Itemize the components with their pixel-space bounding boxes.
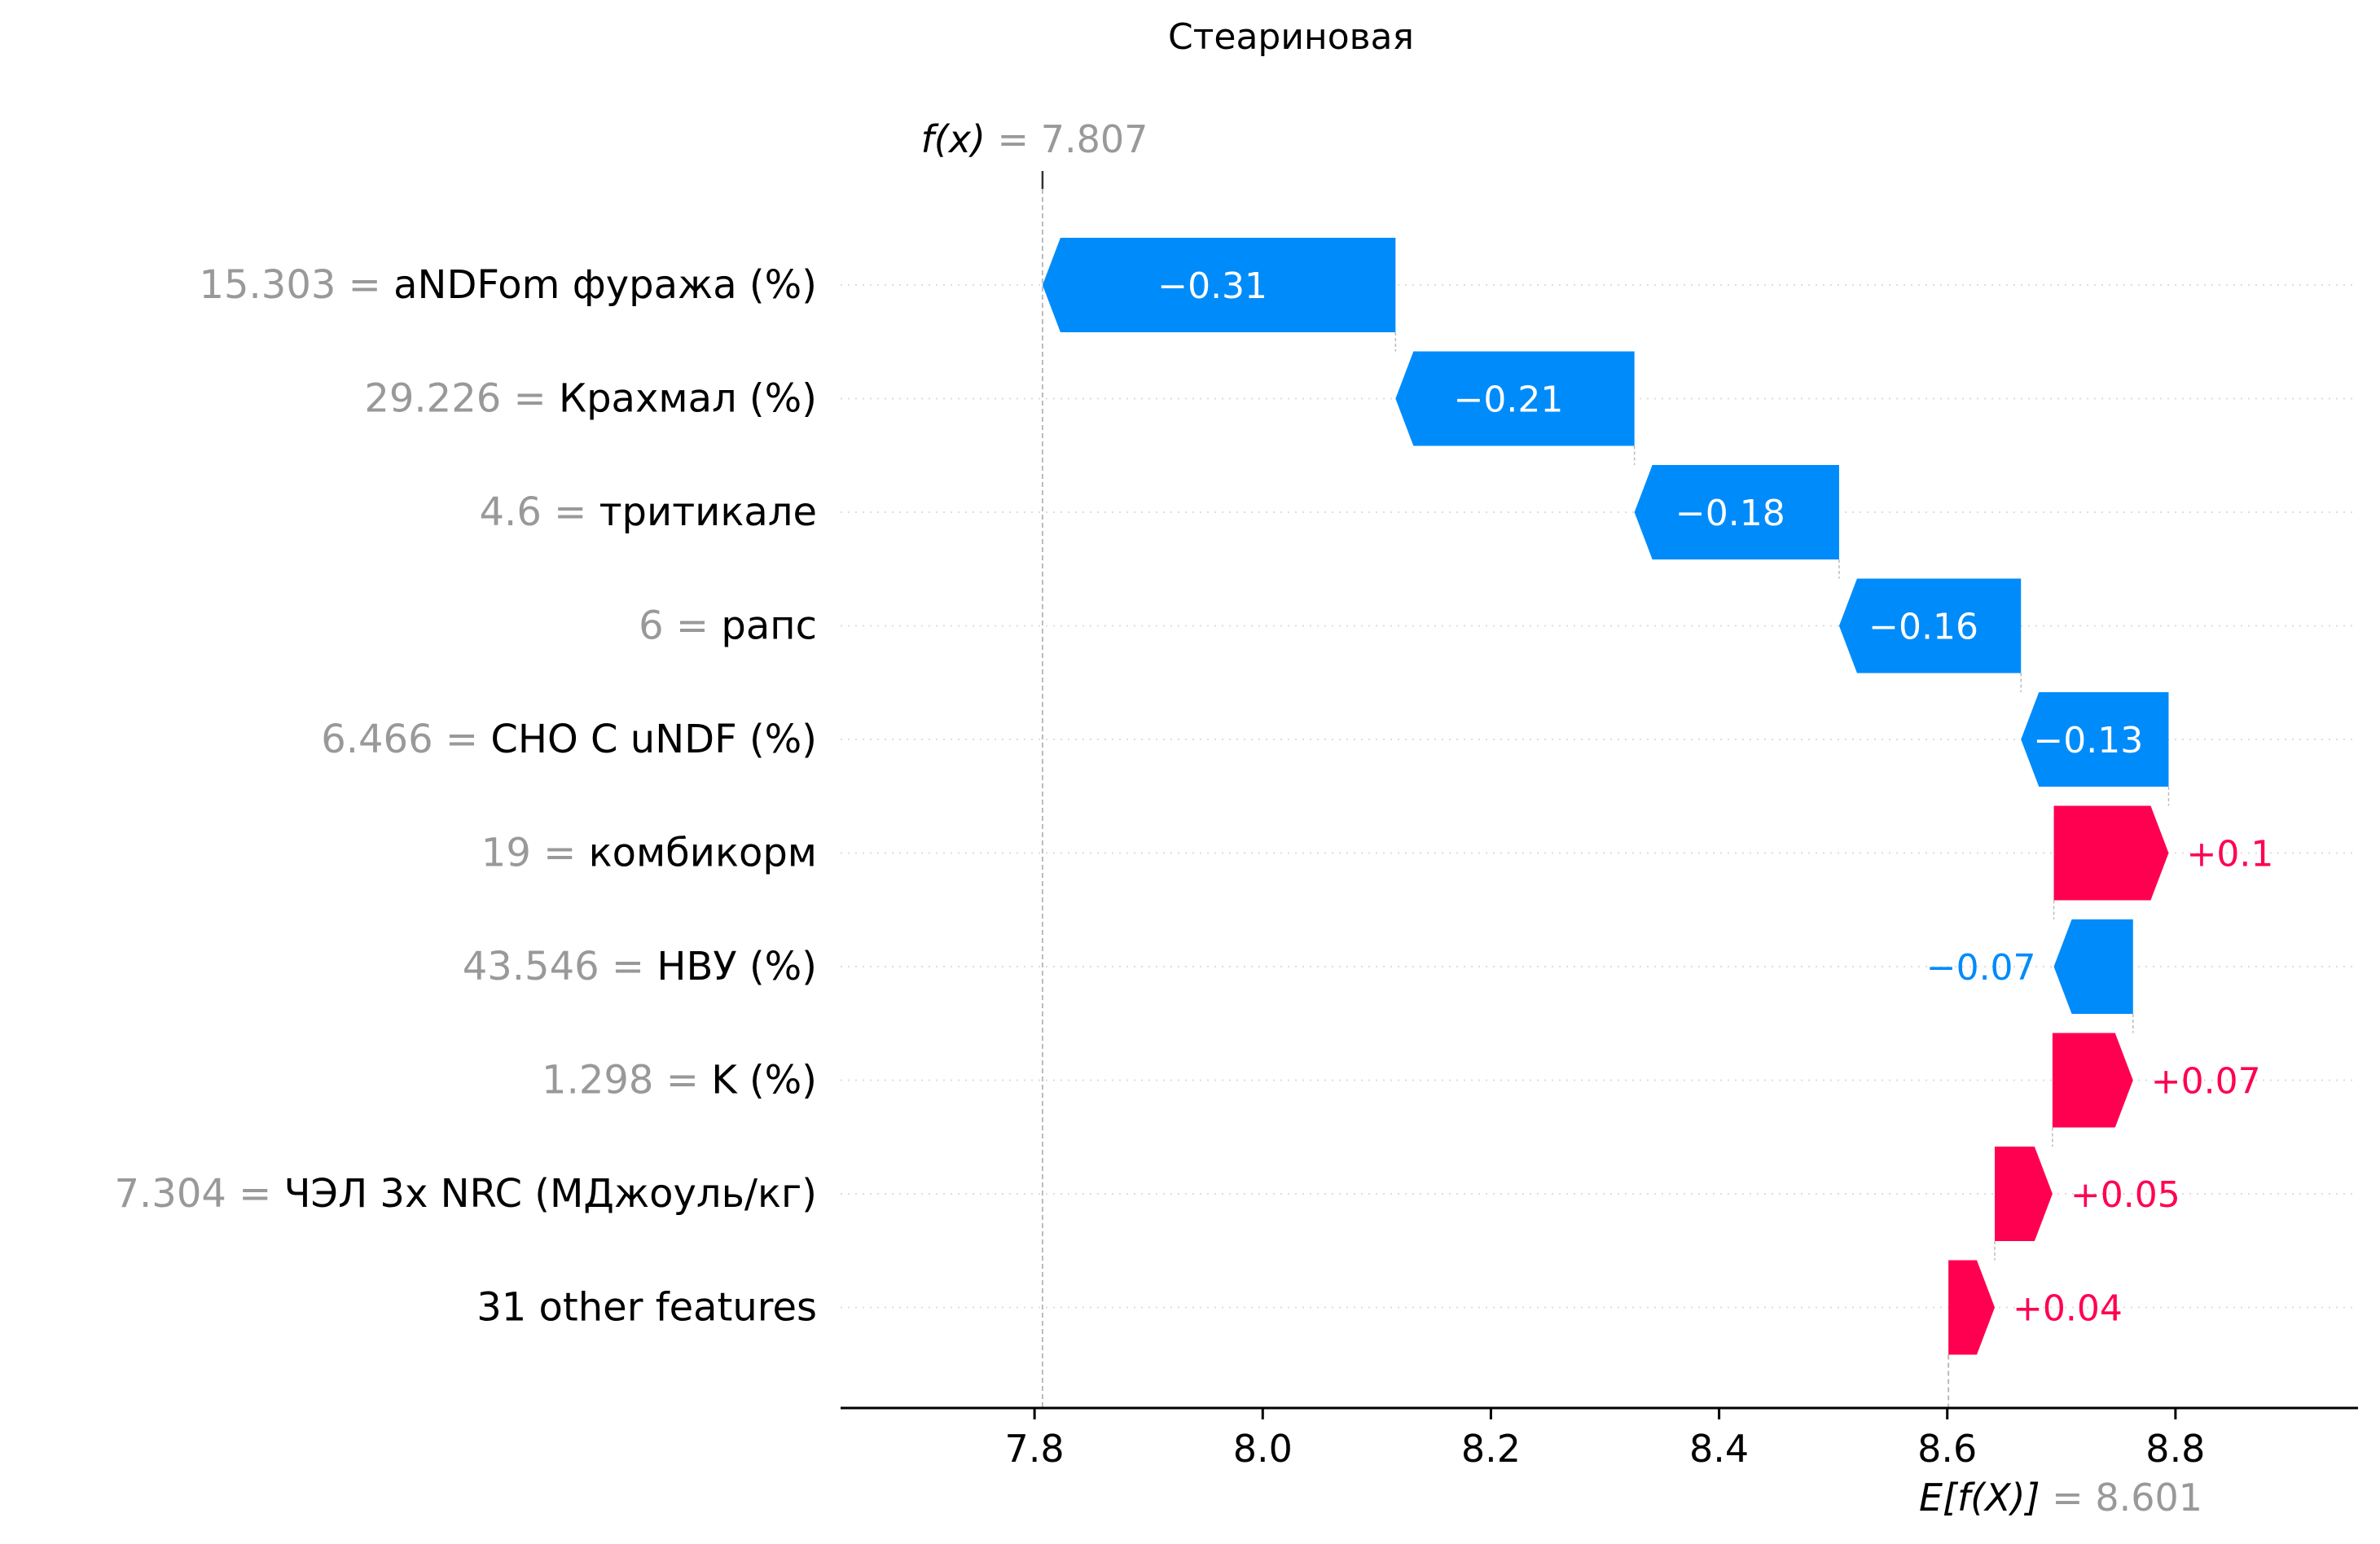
feature-name: K (%) [711,1058,817,1103]
feature-value: 1.298 = [542,1058,711,1103]
bar-value-label: +0.04 [2013,1288,2123,1330]
bar-value-label: −0.13 [2033,720,2143,761]
positive-bar [2052,1033,2133,1128]
positive-bar [2053,805,2169,901]
guide-lines [1041,171,2170,1408]
feature-name: ЧЭЛ 3х NRC (МДжоуль/кг) [284,1171,817,1217]
bar-value-label: −0.07 [1926,947,2036,989]
feature-value: 43.546 = [463,944,657,989]
feature-name: Крахмал (%) [559,376,817,422]
base-value: 8.601 [2095,1476,2202,1520]
bar-value-label: +0.05 [2070,1174,2180,1216]
x-tick-label: 8.2 [1461,1427,1521,1471]
x-tick-label: 8.8 [2145,1427,2205,1471]
negative-bar [1395,351,1635,446]
feature-label: 1.298 = K (%) [542,1058,817,1103]
bar-value-label: −0.18 [1675,493,1785,534]
bars: −0.31 −0.21 −0.18 −0.16 −0.13 +0.1 −0.07 +0.07 +… [1042,238,2273,1355]
feature-value: 19 = [481,831,589,876]
negative-bar [2021,692,2169,787]
feature-label: 6.466 = CHO C uNDF (%) [321,717,817,762]
fx-value: 7.807 [1041,117,1148,161]
base-equals: = [2052,1476,2095,1520]
negative-bar [2053,919,2133,1014]
fx-equals: = [998,117,1041,161]
x-axis: 7.8 8.0 8.2 8.4 8.6 8.8 [841,1406,2358,1471]
base-value-annotation: E[f(X)] = 8.601 [1919,1476,2202,1520]
negative-bar [1042,238,1396,332]
bar-value-label: −0.31 [1157,265,1267,307]
x-tick-label: 8.0 [1233,1427,1293,1471]
feature-value: 6 = [639,603,721,649]
feature-value: 6.466 = [321,717,490,762]
positive-bar [1948,1260,1996,1355]
positive-bar [1995,1147,2053,1241]
feature-label: 7.304 = ЧЭЛ 3х NRC (МДжоуль/кг) [114,1171,817,1217]
feature-label: 43.546 = НВУ (%) [463,944,817,989]
bar-value-label: −0.16 [1868,607,1978,648]
negative-bar [1838,578,2022,673]
x-tick-label: 8.6 [1917,1427,1977,1471]
feature-value: 7.304 = [114,1171,283,1217]
feature-label: 31 other features [476,1285,817,1331]
feature-name: рапс [721,603,817,649]
feature-label: 6 = рапс [639,603,817,649]
feature-name: CHO C uNDF (%) [490,717,817,762]
bar-value-label: +0.1 [2186,834,2273,875]
chart-title: Стеариновая [1168,16,1414,58]
feature-label: 15.303 = aNDFom фуража (%) [199,262,817,308]
feature-name: 31 other features [476,1285,817,1331]
base-label: E[f(X)] [1919,1476,2040,1520]
feature-name: aNDFom фуража (%) [393,262,817,308]
x-tick-label: 7.8 [1005,1427,1065,1471]
feature-value: 4.6 = [480,489,599,535]
fx-label: f(x) [921,117,986,161]
feature-name: комбикорм [589,831,817,876]
feature-labels: 15.303 = aNDFom фуража (%) 29.226 = Крахм… [114,262,817,1331]
bar-value-label: −0.21 [1454,379,1564,421]
feature-label: 19 = комбикорм [481,831,817,876]
feature-value: 15.303 = [199,262,393,308]
feature-label: 4.6 = тритикале [480,489,817,535]
negative-bar [1634,465,1839,559]
bar-value-label: +0.07 [2151,1061,2261,1103]
feature-name: тритикале [599,489,817,535]
fx-annotation: f(x) = 7.807 [921,117,1148,161]
feature-label: 29.226 = Крахмал (%) [364,376,817,422]
feature-name: НВУ (%) [656,944,817,989]
feature-value: 29.226 = [364,376,559,422]
x-tick-label: 8.4 [1689,1427,1749,1471]
